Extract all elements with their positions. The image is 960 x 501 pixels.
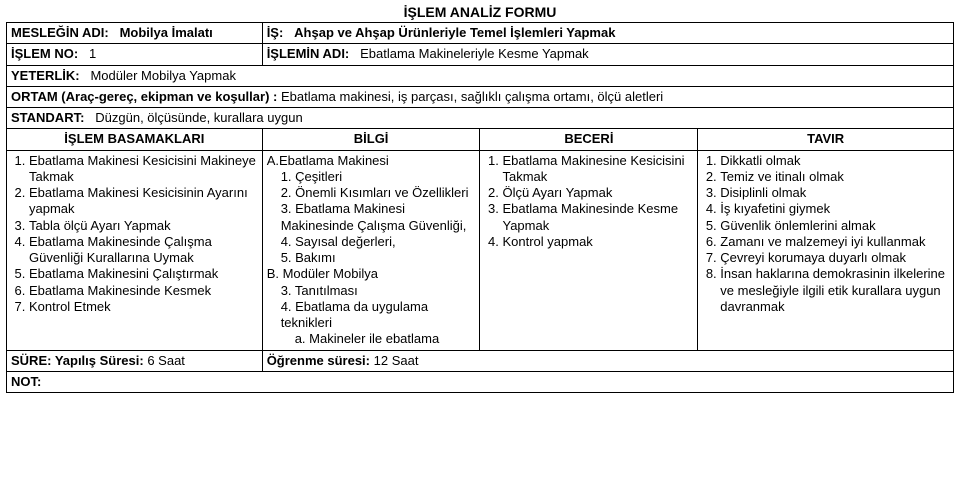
bilgi-item-7: B. Modüler Mobilya xyxy=(267,266,476,282)
standart-cell: STANDART: Düzgün, ölçüsünde, kurallara u… xyxy=(7,108,954,129)
basamak-cell: Ebatlama Makinesi Kesicisini Makineye Ta… xyxy=(7,150,263,350)
beceri-cell: Ebatlama Makinesine Kesicisini TakmakÖlç… xyxy=(480,150,698,350)
ortam-value: Ebatlama makinesi, iş parçası, sağlıklı … xyxy=(281,89,663,104)
yeterlik-value: Modüler Mobilya Yapmak xyxy=(90,68,235,83)
bilgi-item-8: 3. Tanıtılması xyxy=(281,283,476,299)
not-cell: NOT: xyxy=(7,371,954,392)
tavir-item-8: İnsan haklarına demokrasinin ilkelerine … xyxy=(720,266,949,315)
form-title: İŞLEM ANALİZ FORMU xyxy=(6,4,954,20)
bilgi-item-5: 4. Sayısal değerleri, xyxy=(281,234,476,250)
yeterlik-cell: YETERLİK: Modüler Mobilya Yapmak xyxy=(7,65,954,86)
tavir-list: Dikkatli olmakTemiz ve itinalı olmakDisi… xyxy=(720,153,949,316)
basamak-item-5: Ebatlama Makinesini Çalıştırmak xyxy=(29,266,258,282)
bilgi-list: A.Ebatlama Makinesi1. Çeşitleri2. Önemli… xyxy=(267,153,476,348)
bilgi-item-1: A.Ebatlama Makinesi xyxy=(267,153,476,169)
tavir-item-7: Çevreyi korumaya duyarlı olmak xyxy=(720,250,949,266)
tavir-item-6: Zamanı ve malzemeyi iyi kullanmak xyxy=(720,234,949,250)
hdr-bilgi: BİLGİ xyxy=(262,129,480,150)
bilgi-item-3: 2. Önemli Kısımları ve Özellikleri xyxy=(281,185,476,201)
beceri-item-4: Kontrol yapmak xyxy=(502,234,693,250)
beceri-item-1: Ebatlama Makinesine Kesicisini Takmak xyxy=(502,153,693,186)
beceri-list: Ebatlama Makinesine Kesicisini TakmakÖlç… xyxy=(502,153,693,251)
tavir-item-2: Temiz ve itinalı olmak xyxy=(720,169,949,185)
meslek-value: Mobilya İmalatı xyxy=(120,25,213,40)
bilgi-item-2: 1. Çeşitleri xyxy=(281,169,476,185)
islemin-cell: İŞLEMİN ADI: Ebatlama Makineleriyle Kesm… xyxy=(262,44,953,65)
islemno-label: İŞLEM NO: xyxy=(11,46,78,61)
tavir-item-1: Dikkatli olmak xyxy=(720,153,949,169)
tavir-item-4: İş kıyafetini giymek xyxy=(720,201,949,217)
tavir-item-3: Disiplinli olmak xyxy=(720,185,949,201)
ogrenme-cell: Öğrenme süresi: 12 Saat xyxy=(262,350,953,371)
basamak-item-1: Ebatlama Makinesi Kesicisini Makineye Ta… xyxy=(29,153,258,186)
standart-label: STANDART: xyxy=(11,110,84,125)
basamak-item-4: Ebatlama Makinesinde Çalışma Güvenliği K… xyxy=(29,234,258,267)
islemin-label: İŞLEMİN ADI: xyxy=(267,46,350,61)
ortam-cell: ORTAM (Araç-gereç, ekipman ve koşullar) … xyxy=(7,86,954,107)
basamak-list: Ebatlama Makinesi Kesicisini Makineye Ta… xyxy=(29,153,258,316)
bilgi-item-6: 5. Bakımı xyxy=(281,250,476,266)
is-cell: İŞ: Ahşap ve Ahşap Ürünleriyle Temel İşl… xyxy=(262,23,953,44)
ogrenme-label: Öğrenme süresi: xyxy=(267,353,370,368)
not-label: NOT: xyxy=(11,374,41,389)
islemno-cell: İŞLEM NO: 1 xyxy=(7,44,263,65)
standart-value: Düzgün, ölçüsünde, kurallara uygun xyxy=(95,110,302,125)
bilgi-item-9: 4. Ebatlama da uygulama teknikleri xyxy=(281,299,476,332)
islemin-value: Ebatlama Makineleriyle Kesme Yapmak xyxy=(360,46,589,61)
hdr-tavir: TAVIR xyxy=(698,129,954,150)
basamak-item-7: Kontrol Etmek xyxy=(29,299,258,315)
sure-label: SÜRE: Yapılış Süresi: xyxy=(11,353,144,368)
is-value: Ahşap ve Ahşap Ürünleriyle Temel İşlemle… xyxy=(294,25,615,40)
islemno-value: 1 xyxy=(89,46,96,61)
basamak-item-2: Ebatlama Makinesi Kesicisinin Ayarını ya… xyxy=(29,185,258,218)
bilgi-item-10: a. Makineler ile ebatlama xyxy=(295,331,476,347)
basamak-item-6: Ebatlama Makinesinde Kesmek xyxy=(29,283,258,299)
tavir-cell: Dikkatli olmakTemiz ve itinalı olmakDisi… xyxy=(698,150,954,350)
beceri-item-2: Ölçü Ayarı Yapmak xyxy=(502,185,693,201)
yeterlik-label: YETERLİK: xyxy=(11,68,80,83)
hdr-basamak: İŞLEM BASAMAKLARI xyxy=(7,129,263,150)
bilgi-item-4: 3. Ebatlama Makinesi Makinesinde Çalışma… xyxy=(281,201,476,234)
column-headers: İŞLEM BASAMAKLARI BİLGİ BECERİ TAVIR xyxy=(7,129,954,150)
tavir-item-5: Güvenlik önlemlerini almak xyxy=(720,218,949,234)
sure-value: 6 Saat xyxy=(147,353,185,368)
sure-cell: SÜRE: Yapılış Süresi: 6 Saat xyxy=(7,350,263,371)
basamak-item-3: Tabla ölçü Ayarı Yapmak xyxy=(29,218,258,234)
is-label: İŞ: xyxy=(267,25,284,40)
meslek-label: MESLEĞİN ADI: xyxy=(11,25,109,40)
form-table: MESLEĞİN ADI: Mobilya İmalatı İŞ: Ahşap … xyxy=(6,22,954,393)
ortam-label: ORTAM (Araç-gereç, ekipman ve koşullar) … xyxy=(11,89,277,104)
ogrenme-value: 12 Saat xyxy=(374,353,419,368)
meslek-cell: MESLEĞİN ADI: Mobilya İmalatı xyxy=(7,23,263,44)
hdr-beceri: BECERİ xyxy=(480,129,698,150)
bilgi-cell: A.Ebatlama Makinesi1. Çeşitleri2. Önemli… xyxy=(262,150,480,350)
beceri-item-3: Ebatlama Makinesinde Kesme Yapmak xyxy=(502,201,693,234)
